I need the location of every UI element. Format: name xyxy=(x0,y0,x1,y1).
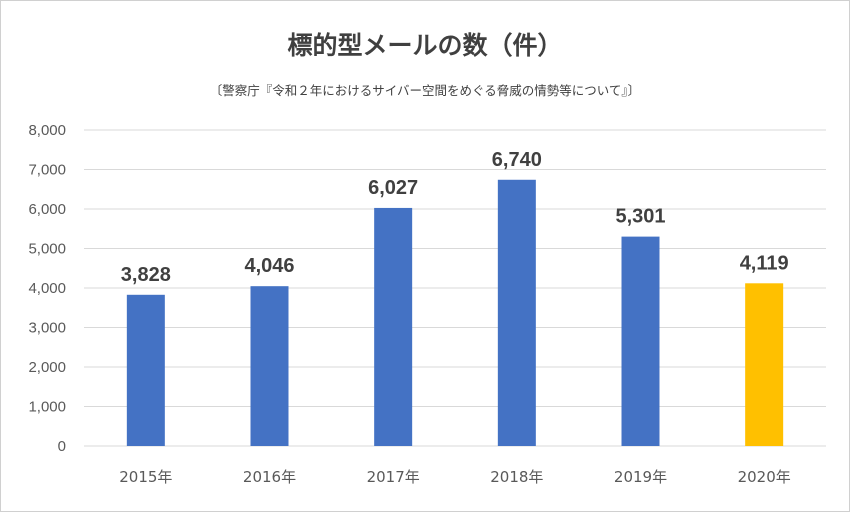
data-label: 4,119 xyxy=(740,252,789,274)
x-axis: 2015年 2016年 2017年 2018年 2019年 2020年 xyxy=(119,468,791,486)
x-tick-label: 2017年 xyxy=(367,468,420,486)
y-tick-label: 8,000 xyxy=(28,122,66,139)
bar-2015年 xyxy=(126,294,165,446)
x-tick-label: 2019年 xyxy=(614,468,667,486)
x-tick-label: 2015年 xyxy=(119,468,172,486)
x-tick-label: 2016年 xyxy=(243,468,296,486)
bar-2019年 xyxy=(621,236,660,446)
x-tick-label: 2020年 xyxy=(738,468,791,486)
chart-subtitle: 〔警察庁『令和２年におけるサイバー空間をめぐる脅威の情勢等について』〕 xyxy=(209,83,641,98)
data-label: 6,027 xyxy=(368,177,418,199)
y-tick-label: 6,000 xyxy=(28,201,66,218)
data-label: 5,301 xyxy=(615,206,665,228)
data-labels: 3,828 4,046 6,027 6,740 5,301 4,119 xyxy=(121,149,789,286)
y-tick-label: 4,000 xyxy=(28,280,66,297)
data-label: 4,046 xyxy=(244,255,294,277)
bars xyxy=(126,179,784,446)
data-label: 6,740 xyxy=(492,149,542,171)
bar-2020年 xyxy=(745,283,784,446)
gridlines xyxy=(84,129,826,447)
y-tick-label: 1,000 xyxy=(28,399,66,416)
bar-2016年 xyxy=(250,286,289,446)
y-tick-label: 5,000 xyxy=(28,241,66,258)
data-label: 3,828 xyxy=(121,264,171,286)
x-tick-label: 2018年 xyxy=(490,468,543,486)
y-tick-label: 3,000 xyxy=(28,320,66,337)
bar-2018年 xyxy=(497,179,536,446)
chart-title: 標的型メールの数（件） xyxy=(287,31,563,60)
y-tick-label: 2,000 xyxy=(28,359,66,376)
bar-2017年 xyxy=(374,207,413,446)
y-tick-label: 0 xyxy=(58,438,66,455)
y-axis: 0 1,000 2,000 3,000 4,000 5,000 6,000 7,000 8,00… xyxy=(28,122,66,455)
y-tick-label: 7,000 xyxy=(28,162,66,179)
